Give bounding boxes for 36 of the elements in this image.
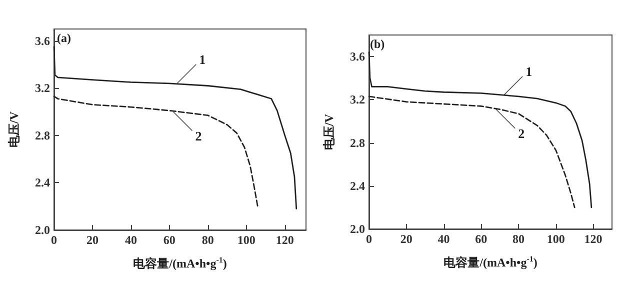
annotation: 1 bbox=[526, 64, 532, 79]
y-tick-label: 3.2 bbox=[35, 81, 50, 96]
y-tick-label: 2.8 bbox=[350, 136, 365, 150]
x-tick-label: 100 bbox=[237, 233, 256, 247]
line-series bbox=[53, 46, 298, 210]
x-tick-label: 40 bbox=[124, 233, 137, 247]
line-series bbox=[53, 96, 259, 208]
x-tick-label: 60 bbox=[475, 232, 488, 246]
y-axis-title: 电压/V bbox=[7, 111, 21, 148]
x-tick-label: 20 bbox=[86, 233, 98, 247]
y-tick-label: 2.0 bbox=[35, 223, 50, 237]
y-axis-title: 电压/V bbox=[322, 114, 336, 150]
x-tick-label: 0 bbox=[366, 232, 372, 246]
y-tick-label: 3.6 bbox=[35, 34, 50, 48]
x-tick-label: 100 bbox=[546, 232, 565, 246]
y-tick-label: 2.4 bbox=[350, 178, 365, 193]
x-tick-label: 80 bbox=[202, 233, 214, 247]
x-tick-label: 0 bbox=[51, 233, 57, 247]
x-tick-label: 60 bbox=[163, 233, 176, 247]
y-tick-label: 2.0 bbox=[350, 222, 365, 236]
x-tick-label: 40 bbox=[438, 232, 450, 246]
x-tick-label: 120 bbox=[276, 233, 294, 247]
line-series bbox=[368, 52, 592, 208]
y-tick-label: 3.2 bbox=[350, 92, 365, 107]
x-tick-label: 80 bbox=[512, 232, 525, 246]
y-tick-label: 2.8 bbox=[35, 128, 50, 142]
annotation: 2 bbox=[518, 126, 525, 141]
annotation: 1 bbox=[199, 52, 206, 67]
x-tick-label: 20 bbox=[400, 232, 412, 246]
annotation: 2 bbox=[195, 128, 202, 144]
annotation: (b) bbox=[370, 37, 385, 51]
annotation: (a) bbox=[57, 31, 71, 45]
x-tick-label: 120 bbox=[584, 232, 602, 246]
y-tick-label: 3.6 bbox=[350, 50, 365, 64]
y-tick-label: 2.4 bbox=[35, 176, 50, 190]
line-series bbox=[368, 96, 576, 208]
